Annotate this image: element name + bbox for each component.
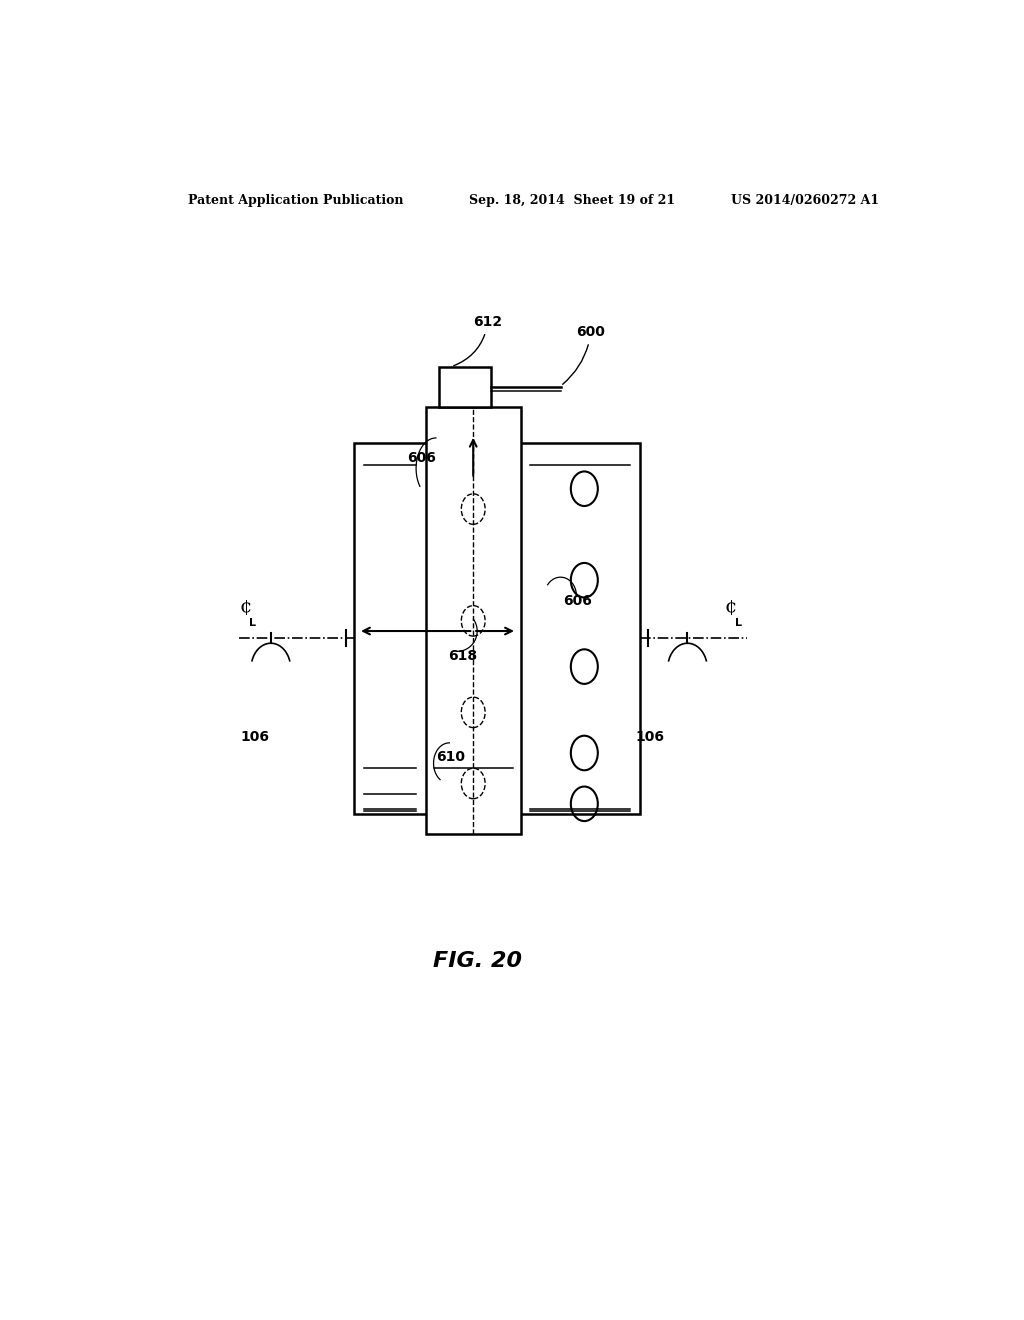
Text: US 2014/0260272 A1: US 2014/0260272 A1 — [731, 194, 880, 207]
Text: 618: 618 — [447, 649, 477, 664]
Text: 610: 610 — [436, 750, 465, 764]
Text: Sep. 18, 2014  Sheet 19 of 21: Sep. 18, 2014 Sheet 19 of 21 — [469, 194, 676, 207]
Text: 106: 106 — [636, 730, 665, 743]
Text: 106: 106 — [241, 730, 269, 743]
Text: Patent Application Publication: Patent Application Publication — [187, 194, 403, 207]
Bar — [439, 367, 492, 408]
Text: 600: 600 — [562, 325, 605, 384]
Text: ¢: ¢ — [240, 598, 252, 615]
Text: L: L — [735, 618, 742, 628]
Bar — [354, 444, 640, 814]
Text: FIG. 20: FIG. 20 — [433, 952, 521, 972]
Bar — [426, 408, 521, 834]
Text: 606: 606 — [408, 451, 436, 465]
Text: ¢: ¢ — [725, 598, 737, 615]
Text: 606: 606 — [563, 594, 592, 607]
Text: 612: 612 — [454, 315, 503, 366]
Text: L: L — [250, 618, 256, 628]
